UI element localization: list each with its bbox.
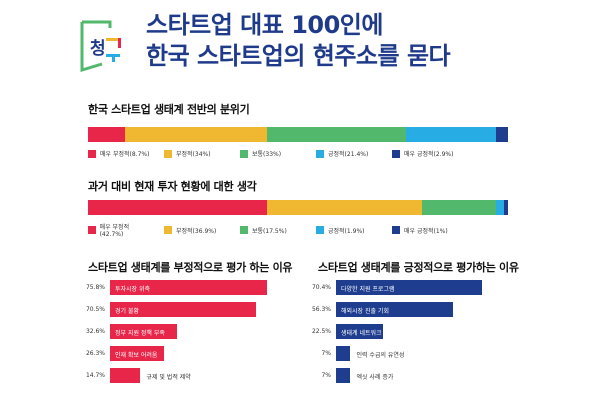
- legend-label: 보통(17.5%): [252, 227, 287, 235]
- bar: [336, 302, 453, 317]
- chart-title: 한국 스타트업 생태계 전반의 분위기: [88, 103, 250, 116]
- bar: [110, 346, 165, 361]
- category-label: 경기 불황: [115, 308, 139, 315]
- legend-label: 긍정적(21.4%): [328, 151, 369, 158]
- legend-label: 긍정적(1.9%): [328, 227, 365, 235]
- svg-text:청: 청: [90, 38, 106, 59]
- category-label: 다양한 지원 프로그램: [341, 286, 395, 293]
- chart-title: 과거 대비 현재 투자 현황에 대한 생각: [88, 180, 257, 193]
- title-line-2: 한국 스타트업의 현주소를 묻다: [146, 42, 451, 70]
- legend-label: 보통(33%): [252, 151, 282, 158]
- value-label: 7%: [321, 350, 331, 357]
- legend-swatch: [392, 226, 400, 234]
- legend-item: 매우 부정적(42.7%): [88, 222, 150, 238]
- bar-segment: [267, 200, 423, 215]
- legend-label: 매우 긍정적(1%): [404, 227, 448, 235]
- legend-swatch: [240, 149, 248, 158]
- category-label: 엑싯 사례 증가: [356, 374, 394, 381]
- category-label: 정부 지원 정책 부족: [115, 330, 165, 337]
- bar-segment: [88, 200, 268, 215]
- legend-swatch: [240, 226, 248, 234]
- legend-label: 부정적(36.9%): [176, 227, 217, 235]
- legend-label: 매우 부정적(8.7%): [100, 151, 150, 158]
- value-label: 26.3%: [85, 350, 105, 357]
- bar: [110, 302, 256, 317]
- bar: [336, 368, 351, 383]
- value-label: 22.5%: [311, 328, 331, 335]
- value-label: 14.7%: [85, 372, 105, 379]
- legend: 매우 부정적(42.7%) 부정적(36.9%) 보통(17.5%) 긍정적(1.9%…: [88, 222, 454, 238]
- category-label: 생태계 네트워크: [341, 330, 382, 337]
- bar: [110, 324, 178, 339]
- value-label: 32.6%: [85, 328, 105, 335]
- legend-item: 매우 긍정적(1%): [392, 226, 454, 235]
- legend-item: 긍정적(1.9%): [316, 226, 378, 235]
- bar-chart: 75.8% 투자시장 위축 70.5% 경기 불황 32.6% 정부 지원 정책 부족 26…: [80, 280, 300, 390]
- category-label: 해외시장 진출 기회: [341, 308, 389, 315]
- legend-label: 매우 부정적(42.7%): [99, 224, 130, 238]
- legend-swatch: [164, 149, 172, 158]
- legend: 매우 부정적(8.7%) 부정적(34%) 보통(33%) 긍정적(21.4%) 매우 …: [88, 149, 454, 158]
- title-line-1: 스타트업 대표 100인에: [146, 11, 383, 39]
- logo: 청: [80, 20, 125, 73]
- bar: [336, 324, 383, 339]
- bar-chart: 70.4% 다양한 지원 프로그램 56.3% 해외시장 진출 기회 22.5% 생태계 …: [306, 280, 526, 390]
- bar: [336, 346, 351, 361]
- bar-segment: [495, 127, 508, 142]
- legend-swatch: [88, 149, 96, 158]
- bar: [110, 280, 267, 295]
- value-label: 56.3%: [311, 306, 331, 313]
- legend-item: 긍정적(21.4%): [316, 149, 378, 158]
- legend-label: 매우 긍정적(2.9%): [404, 151, 454, 158]
- value-label: 70.4%: [311, 284, 331, 291]
- legend-swatch: [164, 226, 172, 234]
- legend-item: 보통(17.5%): [240, 226, 302, 235]
- legend-item: 부정적(34%): [164, 149, 226, 158]
- bar-segment: [503, 200, 508, 215]
- legend-swatch: [316, 149, 324, 158]
- stacked-bar: [88, 127, 508, 142]
- value-label: 70.5%: [85, 306, 105, 313]
- value-label: 7%: [321, 372, 331, 379]
- category-label: 인력 수급의 유연성: [356, 352, 405, 359]
- category-label: 투자시장 위축: [115, 286, 151, 293]
- legend-item: 매우 긍정적(2.9%): [392, 149, 454, 158]
- legend-label: 부정적(34%): [176, 151, 211, 158]
- page-title: 스타트업 대표 100인에 한국 스타트업의 현주소를 묻다: [146, 10, 451, 72]
- chart-title: 스타트업 생태계를 긍정적으로 평가하는 이유: [318, 261, 519, 274]
- stacked-bar: [88, 200, 508, 215]
- bar-segment: [405, 127, 496, 142]
- category-label: 규제 및 법적 제약: [146, 374, 191, 381]
- bar: [336, 280, 482, 295]
- bar-segment: [88, 127, 125, 142]
- bar: [110, 368, 141, 383]
- legend-item: 부정적(36.9%): [164, 226, 226, 235]
- value-label: 75.8%: [85, 284, 105, 291]
- bar-segment: [422, 200, 496, 215]
- legend-item: 매우 부정적(8.7%): [88, 149, 150, 158]
- bar-segment: [124, 127, 268, 142]
- category-label: 인재 확보 어려움: [115, 352, 158, 359]
- bar-segment: [267, 127, 406, 142]
- chart-title: 스타트업 생태계를 부정적으로 평가 하는 이유: [88, 261, 293, 274]
- legend-swatch: [88, 226, 96, 234]
- legend-swatch: [392, 149, 400, 158]
- bar-segment: [495, 200, 504, 215]
- legend-swatch: [316, 226, 324, 234]
- legend-item: 보통(33%): [240, 149, 302, 158]
